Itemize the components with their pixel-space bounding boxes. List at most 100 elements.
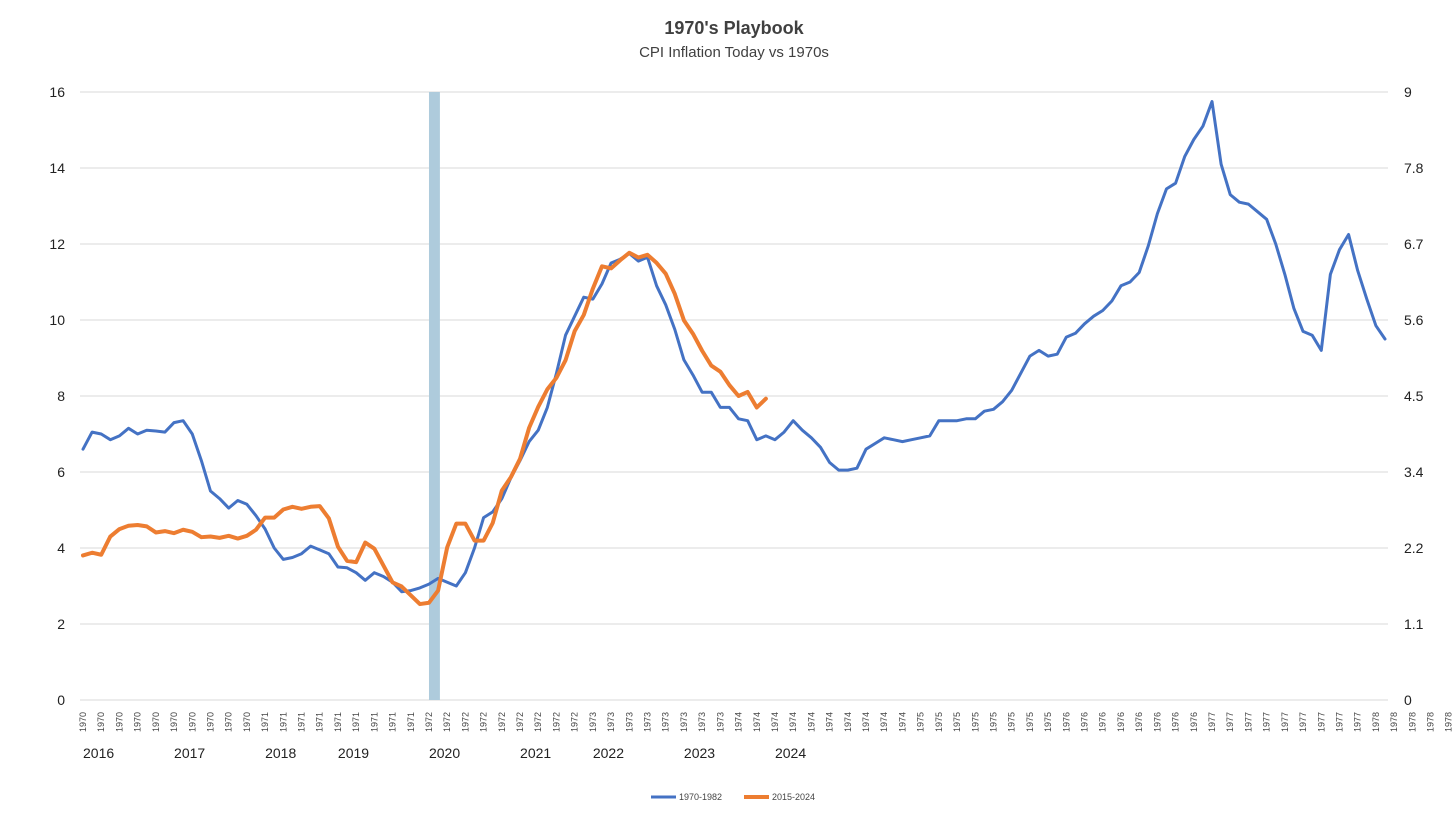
right-y-tick-label: 3.4	[1404, 464, 1424, 480]
x-tick-label: 1970	[187, 712, 197, 732]
x-tick-label: 1973	[643, 712, 653, 732]
x-tick-label: 1976	[1061, 712, 1071, 732]
x-tick-label: 1976	[1116, 712, 1126, 732]
x-tick-label: 1975	[970, 712, 980, 732]
right-y-tick-label: 5.6	[1404, 312, 1424, 328]
x-tick-label: 1970	[224, 712, 234, 732]
right-axis-ticks: 0 1.1 2.2 3.4 4.5 5.6 6.7 7.8 9	[1404, 84, 1424, 708]
x-tick-label: 1974	[825, 712, 835, 732]
x-tick-label: 1970	[169, 712, 179, 732]
x-tick-label: 1971	[369, 712, 379, 732]
x-tick-label: 1972	[460, 712, 470, 732]
secondary-x-label: 2024	[775, 745, 806, 761]
x-tick-label: 1977	[1353, 712, 1363, 732]
x-tick-label: 1971	[315, 712, 325, 732]
left-y-tick-label: 0	[57, 692, 65, 708]
x-tick-label: 1974	[806, 712, 816, 732]
left-y-tick-label: 14	[49, 160, 65, 176]
x-tick-label: 1974	[843, 712, 853, 732]
secondary-x-axis-ticks: 2016 2017 2018 2019 2020 2021 2022 2023 2024	[83, 745, 806, 761]
right-y-tick-label: 4.5	[1404, 388, 1424, 404]
x-tick-label: 1978	[1426, 712, 1436, 732]
secondary-x-label: 2019	[338, 745, 369, 761]
series-lines	[81, 100, 1387, 607]
left-y-tick-label: 6	[57, 464, 65, 480]
x-tick-label: 1976	[1189, 712, 1199, 732]
series-line-1970-1982	[81, 100, 1387, 594]
x-tick-label: 1974	[770, 712, 780, 732]
right-y-tick-label: 2.2	[1404, 540, 1424, 556]
x-tick-label: 1972	[442, 712, 452, 732]
x-tick-label: 1978	[1444, 712, 1454, 732]
x-tick-label: 1972	[570, 712, 580, 732]
x-tick-label: 1977	[1243, 712, 1253, 732]
secondary-x-label: 2021	[520, 745, 551, 761]
x-tick-label: 1977	[1262, 712, 1272, 732]
left-y-tick-label: 4	[57, 540, 65, 556]
right-y-tick-label: 7.8	[1404, 160, 1424, 176]
x-tick-label: 1978	[1407, 712, 1417, 732]
x-tick-label: 1975	[988, 712, 998, 732]
x-tick-label: 1971	[278, 712, 288, 732]
x-axis-ticks: 1970 1970 1970 1970 1970 1970 1970 1970 1970 1970…	[78, 712, 1454, 732]
x-tick-label: 1976	[1134, 712, 1144, 732]
x-tick-label: 1974	[752, 712, 762, 732]
x-tick-label: 1977	[1207, 712, 1217, 732]
x-tick-label: 1975	[1043, 712, 1053, 732]
x-tick-label: 1976	[1098, 712, 1108, 732]
x-tick-label: 1975	[1007, 712, 1017, 732]
x-tick-label: 1971	[260, 712, 270, 732]
x-tick-label: 1972	[497, 712, 507, 732]
x-tick-label: 1974	[788, 712, 798, 732]
left-y-tick-label: 16	[49, 84, 65, 100]
x-tick-label: 1970	[205, 712, 215, 732]
chart-subtitle: CPI Inflation Today vs 1970s	[639, 44, 829, 61]
right-y-tick-label: 9	[1404, 84, 1412, 100]
left-y-tick-label: 8	[57, 388, 65, 404]
x-tick-label: 1975	[916, 712, 926, 732]
x-tick-label: 1970	[114, 712, 124, 732]
secondary-x-label: 2016	[83, 745, 114, 761]
secondary-x-label: 2023	[684, 745, 715, 761]
left-y-tick-label: 2	[57, 616, 65, 632]
x-tick-label: 1971	[388, 712, 398, 732]
x-tick-label: 1972	[479, 712, 489, 732]
right-y-tick-label: 6.7	[1404, 236, 1424, 252]
x-tick-label: 1973	[588, 712, 598, 732]
legend: 1970-1982 2015-2024	[651, 792, 815, 802]
series-line-2015-2024	[81, 250, 768, 607]
x-tick-label: 1975	[1025, 712, 1035, 732]
secondary-x-label: 2018	[265, 745, 296, 761]
right-y-tick-label: 1.1	[1404, 616, 1424, 632]
x-tick-label: 1973	[661, 712, 671, 732]
x-tick-label: 1975	[934, 712, 944, 732]
x-tick-label: 1978	[1371, 712, 1381, 732]
secondary-x-label: 2017	[174, 745, 205, 761]
secondary-x-label: 2020	[429, 745, 460, 761]
x-tick-label: 1974	[734, 712, 744, 732]
gridlines	[80, 91, 1388, 701]
left-y-tick-label: 10	[49, 312, 65, 328]
x-tick-label: 1977	[1280, 712, 1290, 732]
x-tick-label: 1971	[297, 712, 307, 732]
x-tick-label: 1970	[78, 712, 88, 732]
x-tick-label: 1973	[624, 712, 634, 732]
x-tick-label: 1973	[679, 712, 689, 732]
legend-label-1970-1982: 1970-1982	[679, 792, 722, 802]
x-tick-label: 1973	[606, 712, 616, 732]
x-tick-label: 1970	[96, 712, 106, 732]
x-tick-label: 1974	[879, 712, 889, 732]
legend-label-2015-2024: 2015-2024	[772, 792, 815, 802]
x-tick-label: 1977	[1316, 712, 1326, 732]
chart-title: 1970's Playbook	[664, 18, 804, 38]
x-tick-label: 1973	[697, 712, 707, 732]
x-tick-label: 1971	[406, 712, 416, 732]
x-tick-label: 1974	[861, 712, 871, 732]
x-tick-label: 1977	[1225, 712, 1235, 732]
secondary-x-label: 2022	[593, 745, 624, 761]
x-tick-label: 1971	[351, 712, 361, 732]
x-tick-label: 1978	[1389, 712, 1399, 732]
x-tick-label: 1972	[515, 712, 525, 732]
x-tick-label: 1971	[333, 712, 343, 732]
